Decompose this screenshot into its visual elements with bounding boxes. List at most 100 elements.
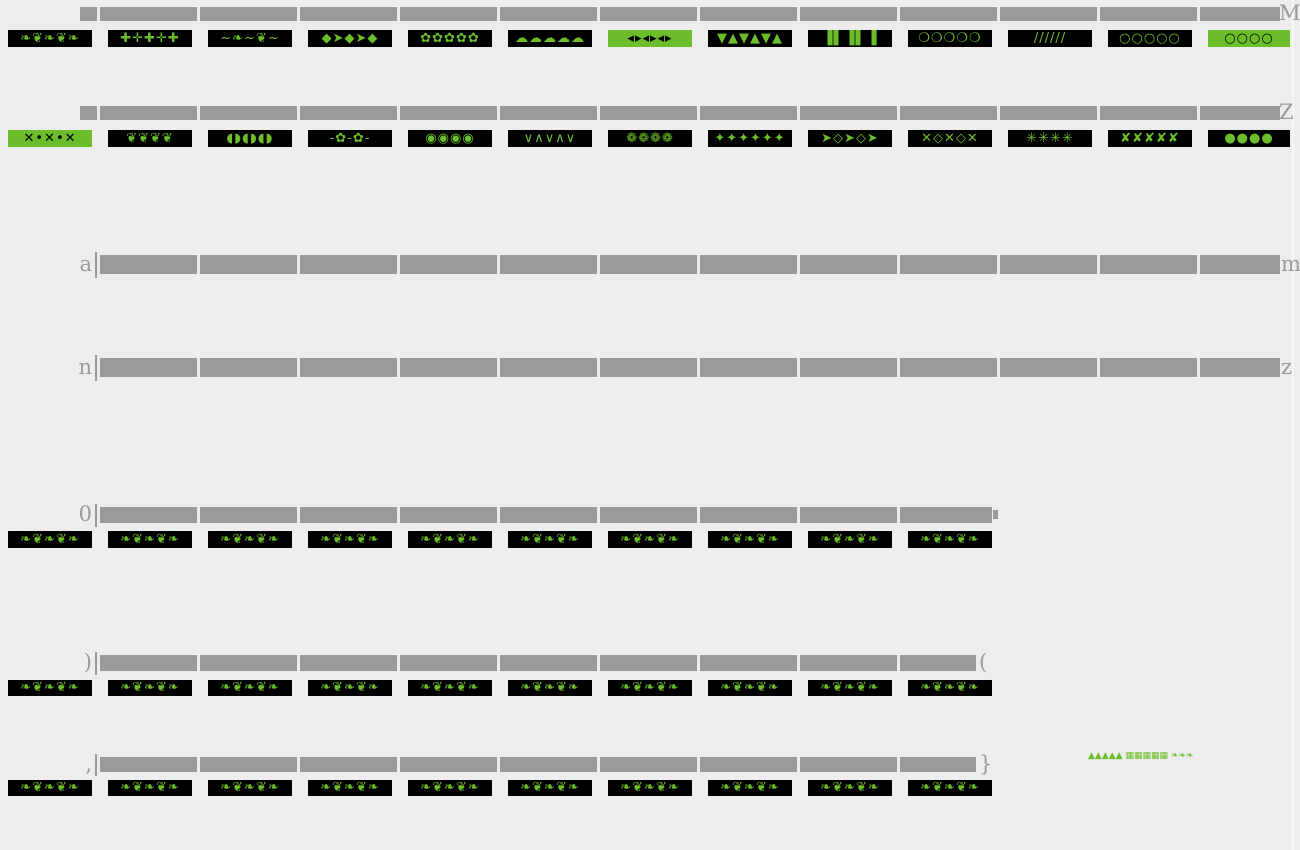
placeholder-bar [900, 106, 997, 120]
placeholder-bar [1100, 106, 1197, 120]
placeholder-bar [400, 106, 497, 120]
placeholder-bar [700, 255, 797, 274]
leaf-vine-ornament: ❧❦❧❦❧ [208, 780, 292, 796]
row-start-label: ) [83, 650, 92, 674]
placeholder-bar [500, 757, 597, 772]
placeholder-bar [300, 655, 397, 671]
placeholder-bar [400, 358, 497, 377]
placeholder-bar [500, 106, 597, 120]
leaf-vine-ornament: ❧❦❧❦❧ [408, 780, 492, 796]
placeholder-bar [800, 7, 897, 21]
placeholder-bar [900, 7, 997, 21]
leaf-vine-ornament: ❧❦❧❦❧ [908, 780, 992, 796]
placeholder-bar [200, 358, 297, 377]
oval-outline-ornament: ○○○○ [1208, 30, 1290, 47]
placeholder-bar [100, 655, 197, 671]
placeholder-bar [1000, 106, 1097, 120]
placeholder-bar-fragment [80, 7, 97, 21]
flower-cluster-ornament: ❁❁❁❁ [608, 130, 692, 147]
swirl-oval-ornament: ◉◉◉◉ [408, 130, 492, 147]
leaf-vine-ornament: ❧❦❧❦❧ [408, 531, 492, 548]
leaf-vine-ornament: ❧❦❧❦❧ [808, 531, 892, 548]
leaf-vine-ornament: ❧❦❧❦❧ [108, 531, 192, 548]
placeholder-bar [100, 106, 197, 120]
x-diamond-chain-ornament: ✕◇✕◇✕ [908, 130, 992, 147]
x-dot-chain-ornament: ✕•✕•✕ [8, 130, 92, 147]
row-end-label: m [1281, 251, 1300, 276]
leaf-vine-ornament: ❧❦❧❦❧ [8, 780, 92, 796]
placeholder-bar [200, 7, 297, 21]
dash-blossom-vine-ornament: -✿-✿- [308, 130, 392, 147]
row-end-label: Z [1279, 100, 1294, 124]
mini-ornament-strip: ▲▲▲▲▲ ▦▦▦▦▦ ❧❧❧ [1088, 751, 1194, 761]
range-separator-pipe [95, 355, 97, 381]
wave-leaf-garland-ornament: ~❧~❦~ [208, 30, 292, 47]
placeholder-bar [500, 358, 597, 377]
leaf-vine-ornament: ❧❦❧❦❧ [208, 680, 292, 696]
scallop-cloud-ornament: ☁☁☁☁☁ [508, 30, 592, 47]
placeholder-bar [200, 655, 297, 671]
placeholder-bar-last [1200, 255, 1280, 274]
placeholder-bar [1000, 358, 1097, 377]
leaf-vine-ornament: ❧❦❧❦❧ [208, 531, 292, 548]
placeholder-bar [800, 358, 897, 377]
placeholder-bar-last [1200, 106, 1280, 120]
vertical-slab-ornament: ▐▌▐▌▐ [808, 30, 892, 47]
placeholder-bar [700, 655, 797, 671]
placeholder-bar [500, 7, 597, 21]
placeholder-bar [200, 757, 297, 772]
placeholder-bar [100, 358, 197, 377]
leaf-vine-ornament: ❧❦❧❦❧ [108, 780, 192, 796]
row-start-label: n [78, 354, 92, 379]
placeholder-bar-fragment [80, 106, 97, 120]
leaf-vine-ornament: ❧❦❧❦❧ [508, 780, 592, 796]
leaf-vine-ornament: ❧❦❧❦❧ [808, 680, 892, 696]
row-start-label: a [79, 251, 92, 276]
diagonal-stroke-ornament: ////// [1008, 30, 1092, 47]
placeholder-bar [500, 255, 597, 274]
placeholder-bar [400, 255, 497, 274]
leaf-vine-ornament: ❧❦❧❦❧ [608, 680, 692, 696]
leaf-vine-ornament: ❧❦❧❦❧ [708, 780, 792, 796]
arrow-notch-bar-ornament: ◂▸◂▸◂▸ [608, 30, 692, 47]
leaf-vine-ornament: ❧❦❧❦❧ [408, 680, 492, 696]
leaf-vine-ornament: ❧❦❧❦❧ [808, 780, 892, 796]
placeholder-bar [100, 7, 197, 21]
row-start-label: 0 [78, 502, 92, 526]
placeholder-bar [400, 7, 497, 21]
placeholder-bar [300, 255, 397, 274]
leaf-vine-ornament: ❧❦❧❦❧ [308, 780, 392, 796]
placeholder-bar [400, 655, 497, 671]
row-start-label: , [85, 751, 92, 776]
placeholder-bar-last [900, 507, 992, 523]
row-end-label: M [1279, 1, 1300, 25]
placeholder-bar [600, 655, 697, 671]
placeholder-bar [100, 507, 197, 523]
range-separator-pipe [95, 754, 97, 776]
placeholder-bar [100, 757, 197, 772]
leaf-vine-ornament: ❧❦❧❦❧ [908, 680, 992, 696]
placeholder-bar [600, 7, 697, 21]
placeholder-bar [400, 507, 497, 523]
placeholder-bar-last [1200, 358, 1280, 377]
placeholder-bar [700, 507, 797, 523]
placeholder-bar-last [900, 655, 976, 671]
placeholder-bar [100, 255, 197, 274]
placeholder-bar [300, 358, 397, 377]
cross-flower-ornament: ✚✛✚✛✚ [108, 30, 192, 47]
range-separator-pipe [95, 252, 97, 278]
placeholder-bar [1100, 7, 1197, 21]
leaf-vine-ornament: ❧❦❧❦❧ [708, 680, 792, 696]
placeholder-bar [800, 255, 897, 274]
vine-leaves-ornament: ❧❦❧❦❧ [8, 30, 92, 47]
placeholder-bar [500, 655, 597, 671]
row-end-label: ( [979, 650, 988, 674]
placeholder-bar-last [900, 757, 976, 772]
placeholder-bar-last [1200, 7, 1280, 21]
placeholder-bar [700, 358, 797, 377]
placeholder-bar [800, 655, 897, 671]
placeholder-bar [700, 757, 797, 772]
leaf-vine-ornament: ❧❦❧❦❧ [608, 531, 692, 548]
